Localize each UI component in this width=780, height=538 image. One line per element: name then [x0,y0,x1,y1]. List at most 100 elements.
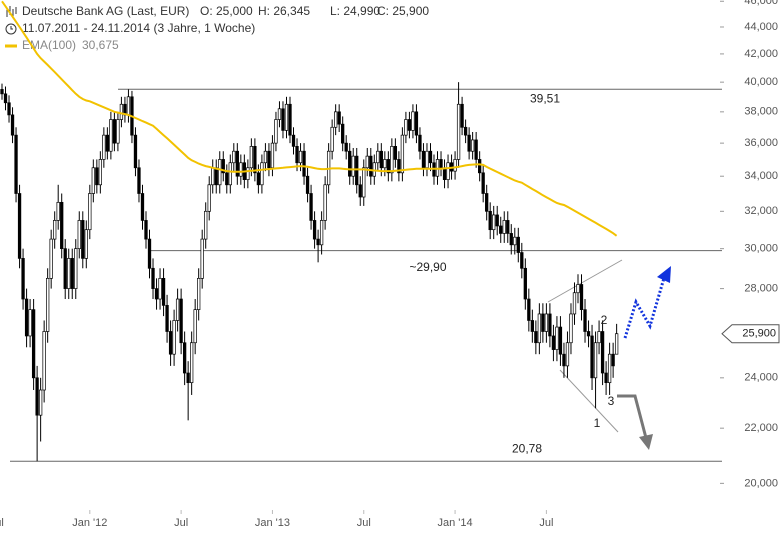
candle-body [175,298,180,321]
last-price-label: 25,900 [742,328,776,340]
candle-body [53,220,57,240]
candle-body [235,150,239,177]
candle-body [481,172,485,194]
candle-body [607,353,612,384]
candle-body [453,159,457,172]
last-price-box [721,324,780,344]
candle-body [383,159,387,169]
candle-body [583,309,587,332]
candle-body [63,248,67,289]
clock-hand [10,26,13,30]
candle-body [21,258,25,300]
candle-body [400,134,405,174]
forecast-down-arrow [617,394,648,439]
candle-body [305,175,310,194]
x-tick-label: Jul [539,517,553,529]
candle-body [478,159,482,174]
candle-body [274,119,278,144]
candle-body [470,139,475,152]
candle-body [119,103,124,120]
candle-body [165,305,169,332]
candle-body [137,167,141,194]
candle-body [544,313,549,332]
candle-body [569,313,573,344]
candle-body [298,150,303,164]
candle-body [28,309,32,337]
candle-body [319,220,324,246]
candle-body [323,184,327,221]
candle-body [467,134,471,152]
candle-body [418,134,422,152]
candle-body [256,172,261,186]
candle-body [281,108,285,131]
candle-body [513,236,517,246]
quote-close: C: 25,900 [377,4,429,18]
y-tick-label: 24,000 [744,372,778,384]
candle-body [537,313,542,344]
candle-body [172,320,176,355]
candle-body [291,134,296,147]
forecast-up-arrow [623,277,666,339]
candle-body [341,123,345,144]
candle-body [17,193,22,259]
candle-body [116,119,120,144]
candle-body [485,193,489,212]
candle-body [140,193,145,221]
candle-body [249,146,254,169]
y-tick-label: 34,000 [744,170,778,182]
candle-body [312,220,317,240]
wedge-line [559,369,619,433]
candle-body [404,119,408,136]
candle-body [232,150,236,164]
candle-body [397,159,401,174]
subtitle: 11.07.2011 - 24.11.2014 (3 Jahre, 1 Woch… [22,21,255,35]
x-tick-label: Jul [174,517,188,529]
wave-label: 1 [594,416,601,430]
candle-body [144,220,148,240]
candle-body [263,150,268,164]
candle-body [246,167,250,180]
candle-body [499,225,503,234]
candle-body [7,102,11,116]
candle-body [10,114,15,136]
candle-body [527,298,531,321]
candle-body [35,377,39,416]
y-tick-label: 46,000 [744,0,778,7]
candle-body [186,372,190,384]
level-label: 39,51 [530,91,560,105]
candle-body [376,150,380,164]
candle-body [506,220,510,234]
candle-body [207,184,211,212]
candle-body [102,134,106,160]
candle-body [267,150,271,169]
candle-body [109,119,113,152]
legend-label: EMA(100) [22,38,76,52]
candle-body [369,155,373,177]
wave-label: 3 [608,394,615,408]
candle-body [133,134,138,169]
candle-body [590,335,594,379]
candle-body [179,298,183,344]
candle-body [611,353,615,367]
candle-body [158,278,162,300]
quote-open: O: 25,000 [200,4,253,18]
candle-body [270,142,275,169]
candle-body [597,331,601,344]
candle-body [225,172,229,186]
candle-body [390,146,394,174]
candle-body [3,93,8,104]
candle-body [211,167,215,186]
candle-body [277,108,282,120]
candle-body [24,298,29,337]
candle-body [414,111,419,136]
candle-body [411,111,415,131]
candle-body [474,139,478,160]
candle-body [362,167,366,198]
title: Deutsche Bank AG (Last, EUR) [22,4,189,18]
y-tick-label: 42,000 [744,48,778,60]
candle-body [42,331,46,391]
candle-body [221,159,225,174]
candle-body [442,167,447,180]
candle-body [309,193,313,221]
